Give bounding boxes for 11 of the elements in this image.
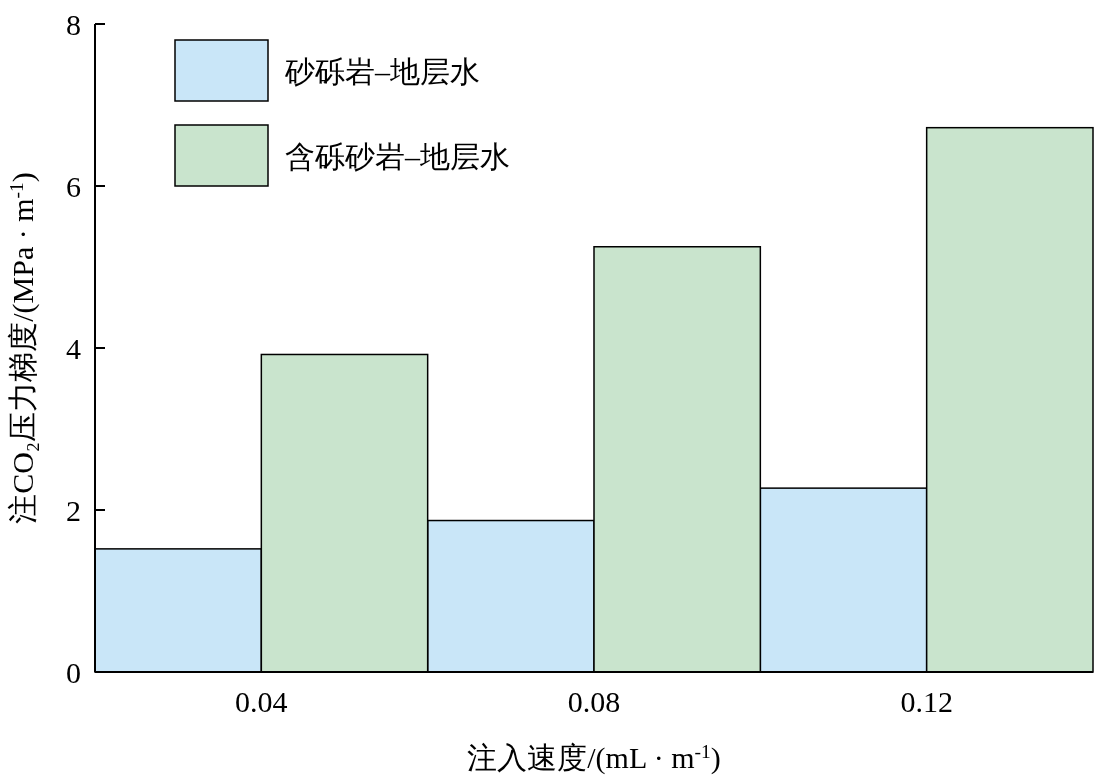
x-tick-label: 0.08 [567, 685, 621, 718]
y-tick-label: 4 [66, 331, 81, 365]
x-tick-label: 0.12 [900, 685, 953, 718]
y-tick-label: 8 [66, 7, 81, 41]
legend-label: 砂砾岩–地层水 [284, 54, 480, 88]
legend-label: 含砾砂岩–地层水 [285, 139, 510, 173]
y-tick-label: 6 [66, 169, 81, 203]
y-tick-label: 2 [66, 493, 81, 527]
y-tick-label: 0 [66, 655, 81, 689]
x-tick-label: 0.04 [235, 685, 288, 718]
x-axis-title: 注入速度/(mL · m$^{-1}$) [467, 740, 721, 775]
